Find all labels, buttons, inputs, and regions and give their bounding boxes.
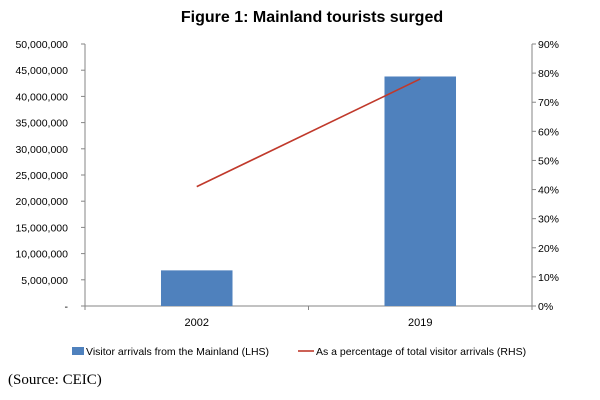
- left-tick-label: -: [65, 301, 69, 313]
- legend-swatch-bar: [72, 347, 84, 355]
- left-tick-label: 25,000,000: [15, 170, 68, 182]
- left-tick-label: 45,000,000: [15, 65, 68, 77]
- left-tick-label: 35,000,000: [15, 118, 68, 130]
- legend-label: As a percentage of total visitor arrival…: [316, 346, 526, 358]
- right-tick-label: 90%: [538, 39, 559, 51]
- left-tick-label: 20,000,000: [15, 196, 68, 208]
- line-series-path: [196, 78, 421, 188]
- legend: Visitor arrivals from the Mainland (LHS)…: [72, 346, 526, 358]
- right-tick-label: 80%: [538, 68, 559, 80]
- right-tick-label: 60%: [538, 126, 559, 138]
- left-tick-label: 10,000,000: [15, 249, 68, 261]
- x-axis: 2002 2019: [84, 305, 533, 329]
- left-tick-label: 15,000,000: [15, 222, 68, 234]
- left-tick-label: 40,000,000: [15, 91, 68, 103]
- bar-series: [160, 76, 457, 306]
- left-tick-label: 30,000,000: [15, 144, 68, 156]
- bar: [160, 270, 233, 306]
- left-tick-label: 50,000,000: [15, 39, 68, 51]
- right-axis: 0% 10% 20% 30% 40% 50% 60% 70% 80% 90%: [531, 39, 559, 313]
- legend-label: Visitor arrivals from the Mainland (LHS): [86, 346, 269, 358]
- source-note: (Source: CEIC): [8, 372, 102, 388]
- right-tick-label: 50%: [538, 155, 559, 167]
- right-tick-label: 40%: [538, 185, 559, 197]
- right-tick-label: 10%: [538, 272, 559, 284]
- right-tick-label: 20%: [538, 243, 559, 255]
- left-axis: - 5,000,000 10,000,000 15,000,000 20,000,000…: [15, 39, 86, 313]
- right-tick-label: 0%: [538, 301, 553, 313]
- chart-title: Figure 1: Mainland tourists surged: [181, 9, 443, 26]
- bar: [384, 76, 457, 306]
- right-tick-label: 70%: [538, 97, 559, 109]
- x-tick-label: 2002: [185, 317, 209, 329]
- left-tick-label: 5,000,000: [21, 275, 68, 287]
- right-tick-label: 30%: [538, 214, 559, 226]
- line-series: [196, 78, 421, 188]
- x-tick-label: 2019: [408, 317, 432, 329]
